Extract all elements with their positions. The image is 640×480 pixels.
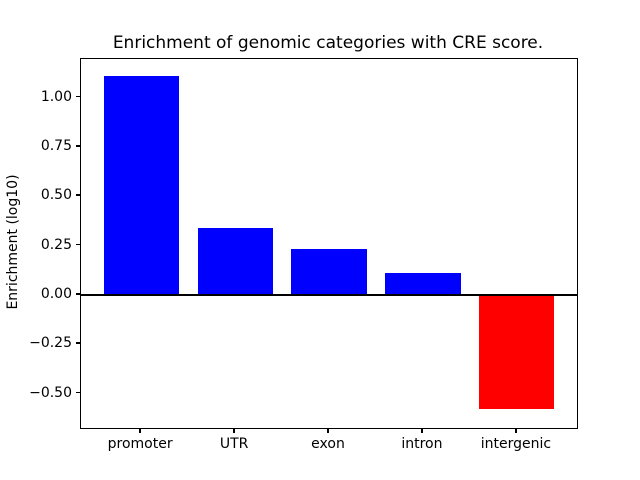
bar-promoter [103, 75, 179, 295]
x-tick-mark [515, 429, 517, 433]
plot-area [80, 58, 578, 429]
x-tick-label-intron: intron [401, 436, 443, 452]
y-tick-label: 0.75 [40, 137, 72, 154]
y-tick-label: 0.00 [40, 285, 72, 302]
x-tick-mark [233, 429, 235, 433]
y-tick-mark [76, 342, 80, 344]
y-tick-mark [76, 391, 80, 394]
bar-UTR [197, 227, 273, 295]
x-tick-label-promoter: promoter [107, 436, 173, 452]
x-tick-label-UTR: UTR [219, 436, 249, 452]
y-tick-mark [76, 293, 80, 295]
y-tick-label: 0.50 [40, 187, 72, 204]
y-tick-label: −0.25 [29, 335, 72, 352]
y-tick-label: 1.00 [40, 88, 72, 105]
x-tick-label-exon: exon [311, 436, 345, 452]
y-tick-label: −0.50 [29, 384, 72, 401]
zero-line [81, 293, 577, 297]
chart-title: Enrichment of genomic categories with CR… [112, 33, 544, 53]
x-tick-mark [327, 429, 329, 433]
bar-intron [385, 273, 461, 295]
y-tick-mark [76, 194, 80, 196]
y-tick-mark [76, 243, 80, 246]
y-tick-mark [76, 95, 80, 98]
x-tick-mark [421, 429, 423, 433]
bar-exon [291, 249, 367, 295]
x-tick-mark [139, 429, 141, 433]
x-tick-label-intergenic: intergenic [480, 436, 552, 452]
y-tick-mark [76, 145, 80, 147]
bar-intergenic [479, 294, 555, 410]
y-tick-label: 0.25 [40, 236, 72, 253]
